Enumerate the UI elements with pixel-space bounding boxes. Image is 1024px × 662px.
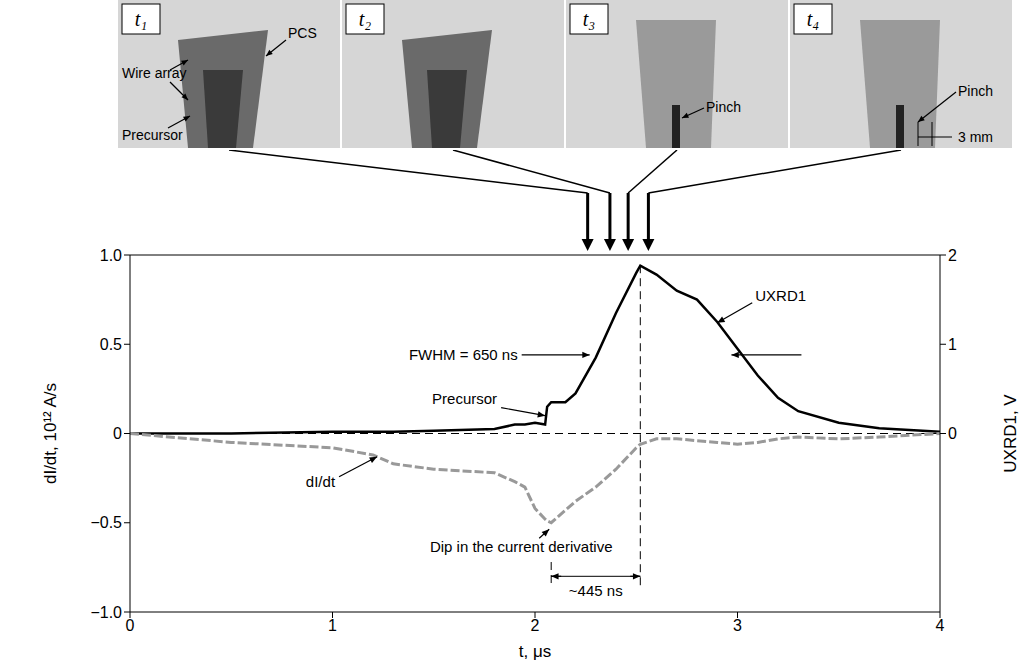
svg-text:1: 1 — [328, 617, 337, 634]
svg-text:0: 0 — [126, 617, 135, 634]
svg-text:dI/dt: dI/dt — [306, 473, 336, 490]
svg-text:PCS: PCS — [288, 25, 317, 41]
svg-text:3 mm: 3 mm — [958, 129, 993, 145]
svg-text:4: 4 — [936, 617, 945, 634]
svg-text:t₄: t₄ — [807, 8, 820, 30]
svg-text:0: 0 — [948, 425, 957, 442]
svg-text:t₁: t₁ — [135, 8, 148, 30]
svg-text:UXRD1: UXRD1 — [755, 287, 806, 304]
svg-text:Pinch: Pinch — [958, 83, 993, 99]
svg-text:FWHM = 650 ns: FWHM = 650 ns — [409, 346, 518, 363]
svg-text:Precursor: Precursor — [432, 390, 497, 407]
svg-text:Precursor: Precursor — [122, 127, 183, 143]
svg-text:0: 0 — [113, 425, 122, 442]
svg-text:3: 3 — [733, 617, 742, 634]
svg-text:1.0: 1.0 — [100, 247, 122, 264]
svg-text:0.5: 0.5 — [100, 336, 122, 353]
svg-text:dI/dt, 10¹² A/s: dI/dt, 10¹² A/s — [41, 383, 60, 484]
svg-text:2: 2 — [531, 617, 540, 634]
svg-text:−1.0: −1.0 — [90, 604, 122, 621]
svg-text:t, μs: t, μs — [519, 642, 551, 661]
svg-text:t₂: t₂ — [359, 8, 372, 30]
svg-text:Wire array: Wire array — [122, 65, 187, 81]
svg-text:1: 1 — [948, 336, 957, 353]
svg-text:UXRD1, V: UXRD1, V — [1001, 394, 1020, 473]
svg-text:−0.5: −0.5 — [90, 514, 122, 531]
svg-text:Pinch: Pinch — [706, 99, 741, 115]
svg-text:Dip in the current derivative: Dip in the current derivative — [430, 538, 613, 555]
svg-text:2: 2 — [948, 247, 957, 264]
svg-text:~445 ns: ~445 ns — [569, 582, 623, 599]
svg-text:t₃: t₃ — [583, 8, 596, 30]
